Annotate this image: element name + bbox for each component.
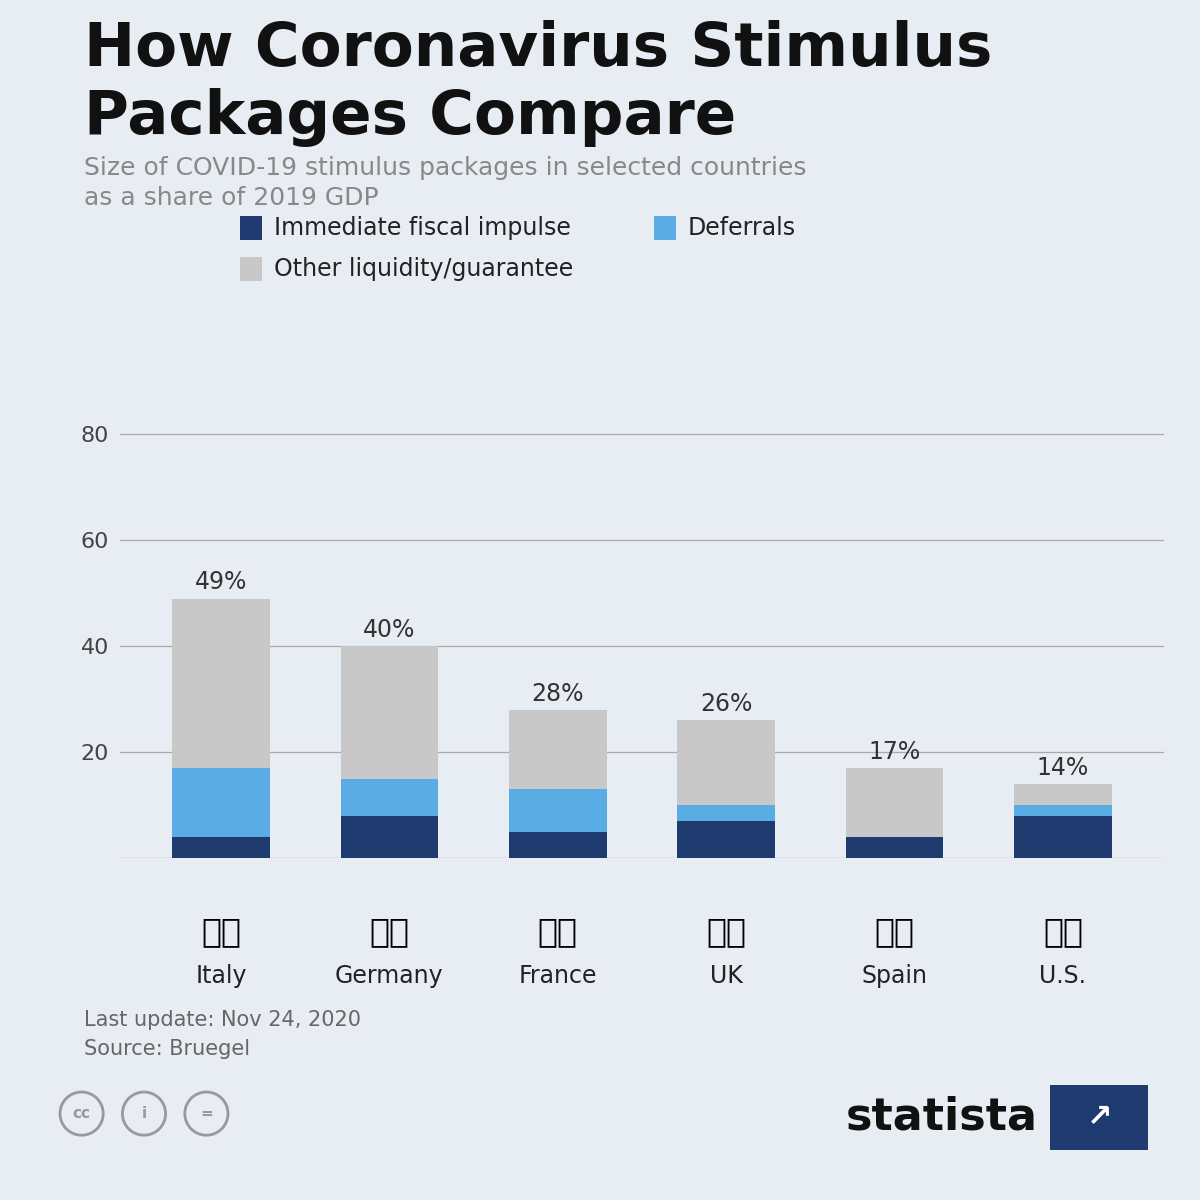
Bar: [173, 599, 270, 768]
Text: 40%: 40%: [364, 618, 415, 642]
Text: Size of COVID-19 stimulus packages in selected countries: Size of COVID-19 stimulus packages in se…: [84, 156, 806, 180]
Text: statista: statista: [846, 1096, 1038, 1139]
Text: Italy: Italy: [196, 964, 247, 988]
Bar: [341, 647, 438, 779]
Bar: [846, 768, 943, 836]
Text: ↗: ↗: [1086, 1103, 1112, 1132]
Text: 28%: 28%: [532, 682, 584, 706]
Text: Last update: Nov 24, 2020: Last update: Nov 24, 2020: [84, 1010, 361, 1031]
Bar: [846, 836, 943, 858]
Text: 🇮🇹: 🇮🇹: [202, 916, 241, 948]
Bar: [509, 709, 607, 790]
Text: 49%: 49%: [194, 570, 247, 594]
Bar: [1014, 805, 1112, 816]
Text: Source: Bruegel: Source: Bruegel: [84, 1039, 250, 1060]
Text: 🇬🇧: 🇬🇧: [706, 916, 746, 948]
Text: as a share of 2019 GDP: as a share of 2019 GDP: [84, 186, 379, 210]
Text: France: France: [518, 964, 598, 988]
Bar: [341, 779, 438, 816]
Text: i: i: [142, 1106, 146, 1121]
Text: 🇺🇸: 🇺🇸: [1043, 916, 1082, 948]
Bar: [173, 768, 270, 836]
Bar: [677, 821, 775, 858]
Text: Other liquidity/guarantee: Other liquidity/guarantee: [274, 257, 572, 281]
Text: 🇪🇸: 🇪🇸: [875, 916, 914, 948]
Text: UK: UK: [709, 964, 743, 988]
Bar: [509, 790, 607, 832]
Bar: [509, 832, 607, 858]
Text: 🇫🇷: 🇫🇷: [538, 916, 578, 948]
Text: U.S.: U.S.: [1039, 964, 1086, 988]
Bar: [1014, 816, 1112, 858]
Text: Immediate fiscal impulse: Immediate fiscal impulse: [274, 216, 570, 240]
Text: cc: cc: [73, 1106, 91, 1121]
Text: 17%: 17%: [869, 739, 920, 763]
Bar: [1014, 784, 1112, 805]
Bar: [173, 836, 270, 858]
Text: Packages Compare: Packages Compare: [84, 88, 737, 146]
Text: 14%: 14%: [1037, 756, 1090, 780]
Text: =: =: [200, 1106, 212, 1121]
Text: 26%: 26%: [700, 692, 752, 716]
Text: Deferrals: Deferrals: [688, 216, 796, 240]
Text: Germany: Germany: [335, 964, 444, 988]
Text: Spain: Spain: [862, 964, 928, 988]
Bar: [341, 816, 438, 858]
Text: How Coronavirus Stimulus: How Coronavirus Stimulus: [84, 20, 992, 79]
Bar: [677, 805, 775, 821]
Text: 🇩🇪: 🇩🇪: [370, 916, 409, 948]
Bar: [677, 720, 775, 805]
